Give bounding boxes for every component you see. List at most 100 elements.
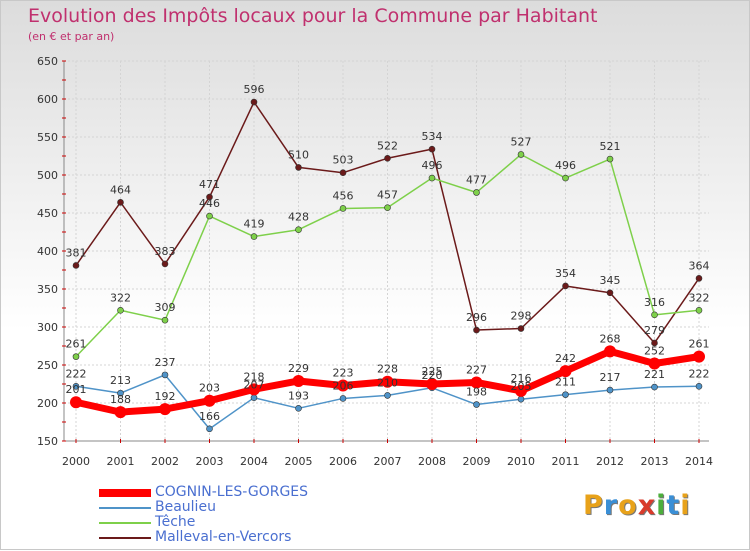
data-point xyxy=(384,154,391,162)
legend-label: COGNIN-LES-GORGES xyxy=(155,484,309,500)
data-label: 229 xyxy=(288,362,309,375)
y-tick-label: 500 xyxy=(37,169,58,182)
data-label: 222 xyxy=(66,367,87,380)
data-label: 221 xyxy=(644,368,665,381)
data-label: 527 xyxy=(511,135,532,148)
data-label: 296 xyxy=(466,311,487,324)
data-label: 261 xyxy=(66,338,87,351)
data-point xyxy=(161,260,169,268)
x-tick-label: 2002 xyxy=(151,455,179,468)
data-point xyxy=(117,306,124,314)
data-point xyxy=(648,357,661,370)
data-point xyxy=(428,174,436,182)
data-label: 322 xyxy=(110,291,131,304)
data-label: 206 xyxy=(333,379,354,392)
chart-subtitle: (en € et par an) xyxy=(28,30,115,43)
data-point xyxy=(339,169,347,177)
data-point xyxy=(206,425,213,433)
data-point xyxy=(651,339,658,347)
data-point xyxy=(117,199,124,206)
data-label: 446 xyxy=(199,197,220,210)
data-point xyxy=(72,382,80,390)
data-label: 503 xyxy=(333,154,354,167)
data-label: 211 xyxy=(555,376,576,389)
x-tick-label: 2009 xyxy=(463,455,491,468)
data-label: 242 xyxy=(555,352,576,365)
data-label: 222 xyxy=(689,367,710,380)
data-label: 457 xyxy=(377,189,398,202)
data-point xyxy=(206,212,213,220)
legend-swatch xyxy=(99,522,151,524)
x-tick-label: 2006 xyxy=(329,455,357,468)
data-label: 345 xyxy=(600,274,621,287)
data-label: 496 xyxy=(555,159,576,172)
data-point xyxy=(562,174,569,182)
proxiti-logo: Proxiti xyxy=(583,490,691,521)
data-label: 198 xyxy=(466,386,487,399)
data-label: 237 xyxy=(155,356,176,369)
data-label: 383 xyxy=(155,245,176,258)
data-label: 217 xyxy=(600,371,621,384)
data-point xyxy=(72,353,80,360)
data-point xyxy=(250,98,258,106)
data-point xyxy=(250,233,258,240)
data-label: 316 xyxy=(644,296,665,309)
data-point xyxy=(161,371,169,379)
data-point xyxy=(384,392,391,399)
data-point xyxy=(114,406,127,419)
x-tick-label: 2011 xyxy=(552,455,580,468)
data-label: 428 xyxy=(288,211,309,224)
y-tick-label: 250 xyxy=(37,359,58,372)
data-label: 166 xyxy=(199,410,220,423)
x-tick-label: 2010 xyxy=(507,455,535,468)
data-point xyxy=(473,326,480,334)
data-point xyxy=(470,376,483,389)
data-label: 203 xyxy=(199,382,220,395)
data-label: 322 xyxy=(689,291,710,304)
data-point xyxy=(604,345,616,358)
data-point xyxy=(426,378,438,390)
data-label: 268 xyxy=(600,332,621,345)
legend-label: Beaulieu xyxy=(155,499,216,515)
data-point xyxy=(295,405,302,412)
data-label: 218 xyxy=(244,370,265,383)
y-tick-label: 150 xyxy=(37,435,58,448)
data-label: 521 xyxy=(600,140,621,153)
data-label: 496 xyxy=(422,159,443,172)
data-point xyxy=(517,325,525,332)
data-point xyxy=(606,289,614,297)
data-label: 477 xyxy=(466,173,487,186)
y-tick-label: 550 xyxy=(37,131,58,144)
data-point xyxy=(651,311,658,319)
y-tick-label: 600 xyxy=(37,93,58,106)
chart-title: Evolution des Impôts locaux pour la Comm… xyxy=(28,5,598,27)
data-label: 193 xyxy=(288,389,309,402)
data-point xyxy=(381,375,394,388)
data-point xyxy=(651,383,658,391)
data-label: 381 xyxy=(66,246,87,259)
data-point xyxy=(517,151,525,158)
data-label: 309 xyxy=(155,301,176,314)
data-label: 534 xyxy=(422,130,443,143)
data-label: 456 xyxy=(333,189,354,202)
data-label: 522 xyxy=(377,139,398,152)
data-point xyxy=(695,382,703,390)
data-label: 279 xyxy=(644,324,665,337)
y-tick-label: 300 xyxy=(37,321,58,334)
data-point xyxy=(606,386,614,394)
y-tick-label: 450 xyxy=(37,207,58,220)
data-label: 227 xyxy=(466,363,487,376)
data-point xyxy=(515,384,527,397)
data-point xyxy=(339,395,347,402)
y-tick-label: 350 xyxy=(37,283,58,296)
x-tick-label: 2012 xyxy=(596,455,624,468)
data-label: 220 xyxy=(422,369,443,382)
data-label: 192 xyxy=(155,390,176,403)
data-point xyxy=(695,275,703,282)
data-label: 201 xyxy=(66,383,87,396)
data-label: 298 xyxy=(511,310,532,323)
data-label: 207 xyxy=(244,379,265,392)
x-tick-label: 2007 xyxy=(374,455,402,468)
x-tick-label: 2001 xyxy=(107,455,135,468)
